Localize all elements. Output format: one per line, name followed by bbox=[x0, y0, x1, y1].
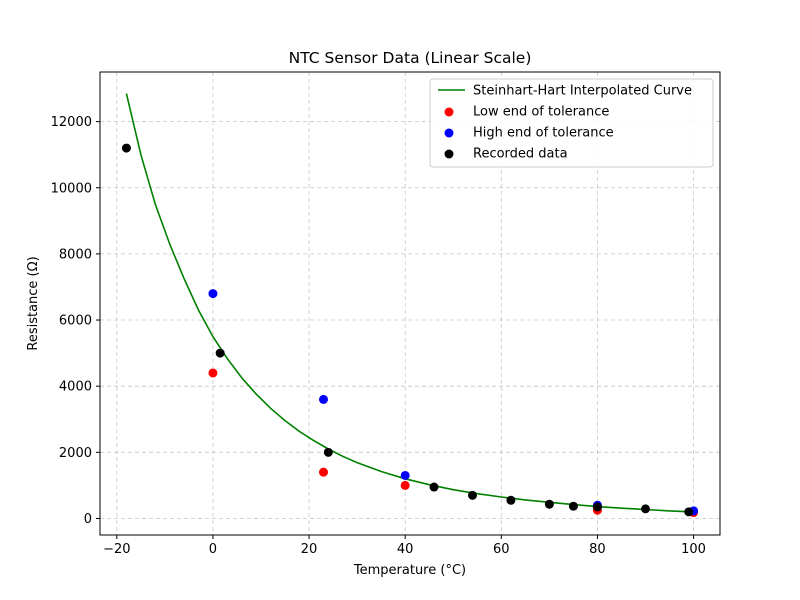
legend-point-marker bbox=[444, 149, 454, 159]
axes: −20 0 20 40 60 80 100 0 2000 4000 6000 8000 10000 120… bbox=[51, 115, 706, 557]
y-tick-label: 12000 bbox=[51, 115, 92, 130]
legend-box bbox=[429, 78, 714, 168]
data-point-high-end-of-tolerance bbox=[318, 394, 328, 404]
x-axis-label: Temperature (°C) bbox=[353, 563, 466, 578]
data-point-recorded-data bbox=[121, 143, 131, 153]
y-tick-label: 4000 bbox=[59, 380, 92, 395]
data-point-recorded-data bbox=[684, 507, 694, 517]
y-axis-label: Resistance (Ω) bbox=[26, 256, 41, 350]
legend-point-marker bbox=[444, 107, 454, 117]
data-point-recorded-data bbox=[506, 495, 516, 505]
legend-point-marker bbox=[444, 128, 454, 138]
data-point-recorded-data bbox=[592, 502, 602, 512]
data-point-high-end-of-tolerance bbox=[400, 470, 410, 480]
data-point-high-end-of-tolerance bbox=[208, 289, 218, 299]
data-point-recorded-data bbox=[467, 490, 477, 500]
y-tick-label: 10000 bbox=[51, 181, 92, 196]
data-point-low-end-of-tolerance bbox=[318, 467, 328, 477]
x-tick-label: 60 bbox=[493, 542, 510, 557]
x-tick-label: 80 bbox=[589, 542, 606, 557]
y-tick-label: 8000 bbox=[59, 247, 92, 262]
legend: Steinhart-Hart Interpolated Curve Low end… bbox=[429, 78, 714, 168]
data-point-low-end-of-tolerance bbox=[400, 480, 410, 490]
chart-title: NTC Sensor Data (Linear Scale) bbox=[289, 49, 532, 67]
legend-label: Steinhart-Hart Interpolated Curve bbox=[473, 84, 692, 99]
data-point-low-end-of-tolerance bbox=[208, 368, 218, 378]
x-tick-label: −20 bbox=[103, 542, 130, 557]
legend-label: Recorded data bbox=[473, 147, 568, 162]
legend-label: Low end of tolerance bbox=[473, 105, 609, 120]
data-point-recorded-data bbox=[429, 482, 439, 492]
data-point-recorded-data bbox=[215, 348, 225, 358]
x-tick-label: 100 bbox=[681, 542, 706, 557]
x-tick-label: 0 bbox=[209, 542, 217, 557]
data-point-recorded-data bbox=[641, 504, 651, 514]
y-tick-label: 6000 bbox=[59, 314, 92, 329]
data-point-recorded-data bbox=[568, 501, 578, 511]
y-tick-label: 2000 bbox=[59, 446, 92, 461]
x-tick-label: 20 bbox=[301, 542, 318, 557]
x-tick-label: 40 bbox=[397, 542, 414, 557]
y-tick-label: 0 bbox=[84, 512, 92, 527]
data-point-recorded-data bbox=[544, 499, 554, 509]
plot-series bbox=[121, 93, 699, 518]
legend-label: High end of tolerance bbox=[473, 126, 614, 141]
plot-frame bbox=[99, 71, 721, 536]
data-point-recorded-data bbox=[323, 447, 333, 457]
